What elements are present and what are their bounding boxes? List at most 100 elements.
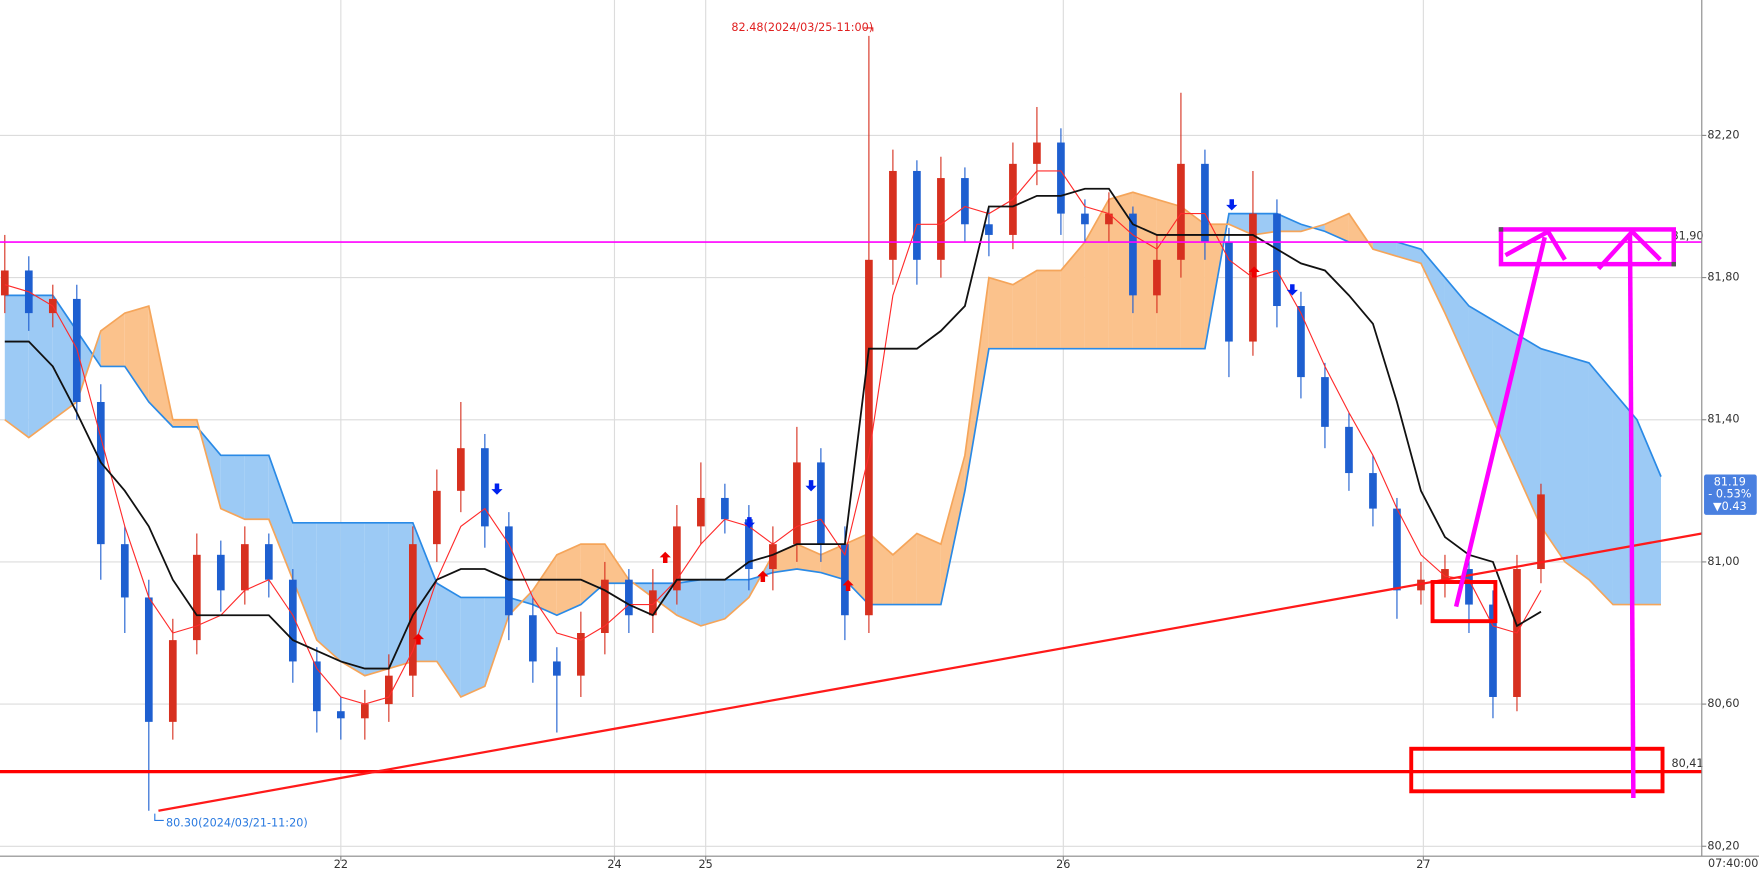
cloud-fill bbox=[1420, 249, 1445, 314]
candle-body bbox=[96, 401, 105, 545]
high-annotation: 82.48(2024/03/25-11:00) bbox=[731, 21, 873, 34]
handle bbox=[1671, 261, 1676, 267]
cloud-fill bbox=[1060, 242, 1085, 349]
magenta-arrow bbox=[1596, 228, 1662, 271]
cloud-fill bbox=[1108, 192, 1133, 349]
buy-signal bbox=[757, 570, 769, 582]
cloud-edge bbox=[4, 191, 1661, 699]
x-tick-label: 27 bbox=[1416, 858, 1430, 871]
sell-signal bbox=[491, 483, 503, 495]
cloud-fill bbox=[652, 583, 677, 616]
level-label: 80,41 bbox=[1671, 757, 1703, 770]
candle-body bbox=[913, 170, 921, 260]
candle-body bbox=[577, 633, 585, 676]
cloud-fill bbox=[172, 419, 197, 427]
cloud-fill bbox=[1540, 348, 1565, 562]
candle-body bbox=[0, 270, 9, 296]
y-tick-label: 80,20 bbox=[1707, 839, 1739, 852]
candle-body bbox=[505, 526, 513, 616]
cloud-fill bbox=[436, 583, 461, 697]
buy-signal bbox=[659, 551, 671, 563]
candle-body bbox=[216, 554, 225, 591]
candle-body bbox=[529, 615, 537, 662]
cloud-fill bbox=[340, 522, 365, 676]
cloud-fill bbox=[1636, 419, 1661, 605]
candle-body bbox=[625, 579, 633, 616]
candle-body bbox=[745, 519, 753, 570]
overlays: 81,90 80,41 bbox=[0, 229, 1704, 812]
cloud-fill bbox=[1348, 213, 1373, 250]
candle-body bbox=[1441, 569, 1449, 580]
cloud-fill bbox=[1156, 199, 1181, 349]
cloud-fill bbox=[388, 522, 413, 669]
cloud-fill bbox=[676, 579, 701, 626]
cloud-fill bbox=[964, 277, 989, 491]
cloud-fill bbox=[124, 306, 149, 402]
candle-body bbox=[721, 497, 729, 520]
price-tag-pct: - 0.53% bbox=[1708, 488, 1752, 501]
y-tick-label: 80,60 bbox=[1707, 697, 1739, 710]
cloud-fill bbox=[700, 579, 725, 626]
candle-body bbox=[1297, 306, 1305, 378]
candle-body bbox=[433, 490, 441, 545]
candle-body bbox=[769, 544, 777, 570]
candle-body bbox=[1057, 142, 1065, 214]
cloud-fill bbox=[484, 597, 509, 687]
candle-body bbox=[336, 711, 345, 719]
cloud-fill bbox=[364, 522, 389, 676]
red-box bbox=[1409, 746, 1665, 794]
sell-signal bbox=[1226, 199, 1238, 211]
candle-body bbox=[841, 544, 849, 616]
candle-body bbox=[697, 497, 705, 527]
cloud-fill bbox=[316, 522, 341, 662]
candle-body bbox=[553, 661, 561, 676]
candle-body bbox=[1225, 242, 1233, 342]
candle-body bbox=[1033, 142, 1041, 164]
magenta-arrow bbox=[1504, 228, 1567, 261]
cloud-fill bbox=[868, 533, 893, 605]
candles bbox=[0, 35, 1545, 811]
sell-signal bbox=[1286, 284, 1298, 296]
cloud-fill bbox=[1564, 355, 1589, 580]
annotation-leader bbox=[863, 27, 874, 32]
candle-body bbox=[673, 526, 681, 591]
user-drawings bbox=[1409, 227, 1676, 799]
magenta-box bbox=[1498, 227, 1676, 267]
candle-body bbox=[1489, 604, 1497, 697]
cloud-fill bbox=[268, 455, 293, 580]
cloud-fill bbox=[772, 544, 797, 573]
candle-body bbox=[1129, 213, 1137, 296]
candle-body bbox=[168, 640, 177, 722]
indicator-line bbox=[4, 187, 1542, 670]
annotations: 82.48(2024/03/25-11:00) 80.30(2024/03/21… bbox=[154, 21, 874, 830]
candle-body bbox=[1177, 163, 1185, 260]
candle-body bbox=[385, 675, 393, 705]
y-tick-label: 82,20 bbox=[1707, 128, 1739, 141]
magenta-line bbox=[1453, 236, 1547, 608]
cloud-fill bbox=[1324, 213, 1349, 243]
indicator-line bbox=[4, 170, 1542, 705]
candle-body bbox=[409, 544, 417, 676]
candle-body bbox=[288, 579, 297, 662]
candle-body bbox=[1201, 163, 1209, 243]
cloud-fill bbox=[292, 522, 317, 641]
candle-body bbox=[1369, 473, 1377, 509]
cloud-fill bbox=[892, 533, 917, 605]
cloud-fill bbox=[1012, 270, 1037, 349]
cloud-fill bbox=[988, 277, 1013, 349]
candle-body bbox=[793, 462, 801, 545]
candle-body bbox=[1321, 377, 1329, 427]
candle-body bbox=[1537, 494, 1545, 570]
cloud-fill bbox=[844, 533, 869, 605]
candle-body bbox=[649, 590, 657, 616]
cloud-fill bbox=[916, 533, 941, 605]
x-tick-label: 25 bbox=[699, 858, 713, 871]
level-label: 81,90 bbox=[1671, 229, 1703, 242]
cloud-fill bbox=[4, 295, 29, 438]
cloud-fill bbox=[1372, 242, 1397, 257]
candle-body bbox=[1081, 213, 1089, 225]
candle-body bbox=[120, 544, 129, 598]
